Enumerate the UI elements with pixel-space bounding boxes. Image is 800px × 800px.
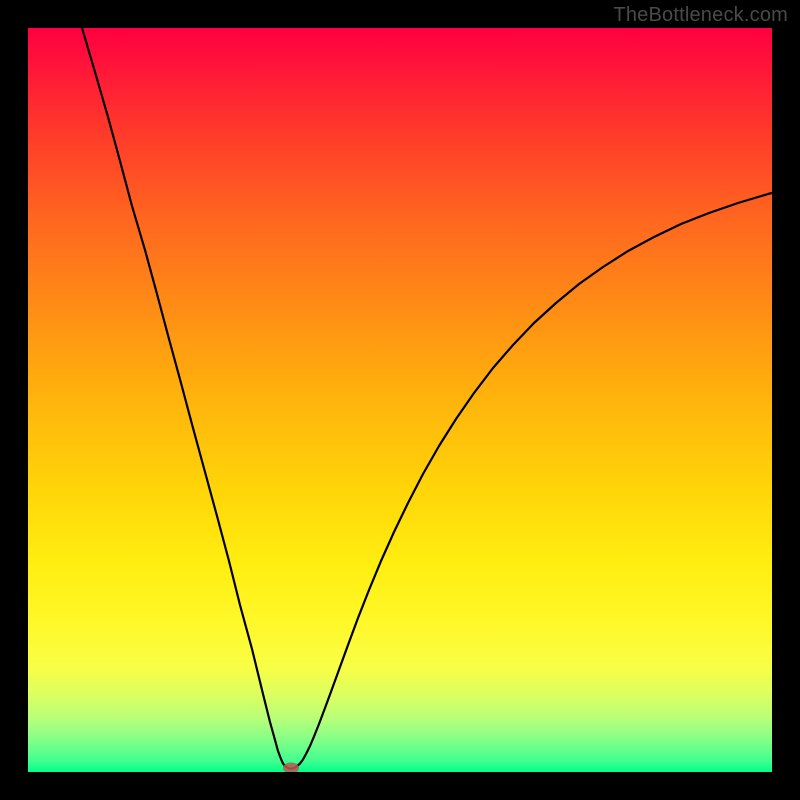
chart-container: TheBottleneck.com (0, 0, 800, 800)
watermark-text: TheBottleneck.com (613, 4, 788, 27)
plot-svg (28, 28, 772, 772)
plot-frame (28, 28, 772, 772)
gradient-background (28, 28, 772, 772)
